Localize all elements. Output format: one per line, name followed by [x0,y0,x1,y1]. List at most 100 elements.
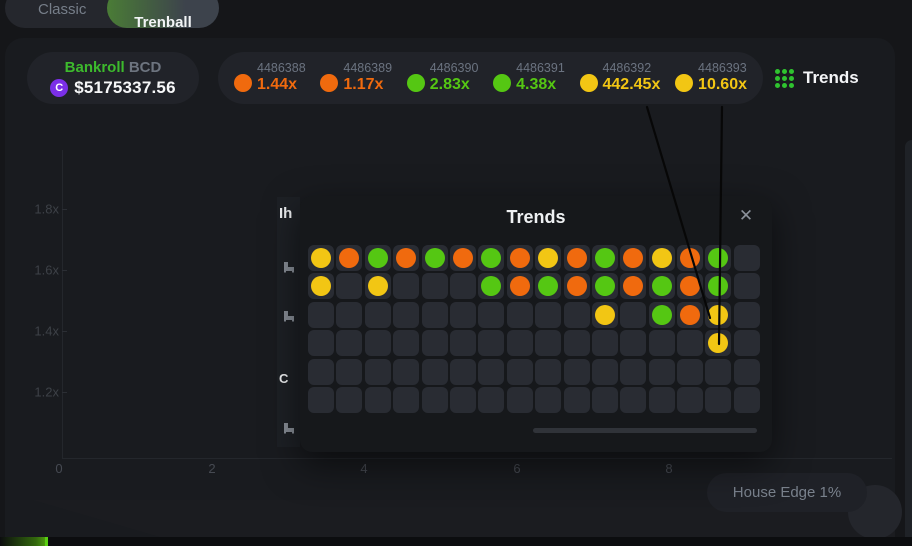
trend-cell [705,245,732,271]
game-multiplier: 1.17x [343,76,384,94]
trend-cell [648,273,675,300]
bet-icon-fragment [284,311,294,322]
trend-dot-green [708,276,729,297]
result-dot-yellow [579,73,598,92]
trend-cell [535,273,562,300]
background-panel-fragment [277,197,300,447]
trend-cell [421,386,448,413]
background-text-fragment: Ih [279,205,293,222]
close-icon[interactable]: ✕ [738,206,754,225]
trend-dot-yellow [708,333,729,354]
game-id: 4486392 [602,61,652,76]
trend-cell [506,245,533,271]
trend-dot-green [424,248,445,268]
trend-dot-orange [509,248,530,268]
result-dot-orange [234,73,252,92]
trend-dot-orange [566,276,587,297]
trend-dot-orange [339,248,360,268]
trends-grid-icon [775,68,794,88]
y-tick-mark [62,392,67,393]
trend-cell [506,301,533,328]
result-dot-orange [320,73,339,92]
bankroll-label: Bankroll [64,58,125,76]
trend-cell [535,358,562,385]
trends-modal: Trends ✕ [300,196,772,452]
trend-dot-orange [623,248,644,268]
house-edge-button[interactable]: House Edge 1% [707,473,867,512]
trend-dot-green [651,276,672,297]
horizontal-scrollbar[interactable] [533,428,757,433]
trend-cell [421,330,448,357]
tab-trenball[interactable]: Trenball [107,0,219,31]
progress-tip [45,537,48,546]
trend-dot-orange [566,248,587,268]
trend-cell [449,386,476,413]
trend-cell [364,301,391,328]
trend-cell [478,358,505,385]
history-item[interactable]: 4486393 10.60x [675,62,747,93]
game-mode-tabs: Classic Trenball [5,0,219,31]
trend-cell [563,301,590,328]
trend-cell [308,330,334,357]
game-multiplier: 1.44x [257,76,298,94]
trend-cell [648,358,675,385]
trend-dot-yellow [311,248,331,268]
trend-dot-green [538,276,559,297]
trend-dot-orange [680,248,701,268]
trend-cell [421,301,448,328]
chart-x-axis-line [62,458,892,459]
history-item[interactable]: 4486392 442.45x [579,61,660,93]
history-item[interactable]: 4486388 1.44x [234,62,306,93]
bcd-coin-icon: C [50,78,69,97]
trend-cell [449,245,476,271]
trend-cell [535,386,562,413]
trend-cell [591,301,618,328]
trend-dot-yellow [708,304,729,325]
trend-cell [506,358,533,385]
trend-cell [620,358,647,385]
trend-cell [648,245,675,271]
tab-trenball-label: Trenball [134,14,192,31]
bankroll-amount: $5175337.56 [74,77,176,97]
result-dot-yellow [675,73,694,92]
trend-cell [421,273,448,300]
trend-cell [705,301,732,328]
trend-cell [506,330,533,357]
trend-dot-green [594,248,615,268]
trend-cell [705,273,732,300]
trend-cell [648,330,675,357]
trend-dot-yellow [538,248,559,268]
recent-games-list: 4486388 1.44x 4486389 1.17x 4486390 2.83x 4486… [218,52,763,104]
trend-cell [591,330,618,357]
tab-classic[interactable]: Classic [38,1,87,18]
trend-cell [535,245,562,271]
trend-cell [733,273,760,300]
trend-cell [620,386,647,413]
trend-cell [336,245,363,271]
trend-cell [563,358,590,385]
trend-dot-yellow [367,276,388,297]
trend-cell [733,386,760,413]
trend-cell [393,245,420,271]
y-tick-mark [62,331,67,332]
trend-cell [393,386,420,413]
trend-cell [478,386,505,413]
history-item[interactable]: 4486390 2.83x [406,62,478,93]
trend-cell [705,386,732,413]
history-item[interactable]: 4486391 4.38x [493,62,565,93]
trend-dot-orange [509,276,530,297]
trend-cell [620,273,647,300]
trend-cell [733,358,760,385]
trends-button[interactable]: Trends [775,62,859,94]
game-id: 4486391 [516,61,565,76]
trend-cell [677,330,704,357]
game-multiplier: 4.38x [516,76,557,94]
round-progress-bar [0,537,912,546]
history-item[interactable]: 4486389 1.17x [320,62,392,93]
trend-cell [364,330,391,357]
trend-cell [478,273,505,300]
trend-cell [677,358,704,385]
trend-cell [336,330,363,357]
trend-cell [705,330,732,357]
trend-dot-green [367,248,388,268]
